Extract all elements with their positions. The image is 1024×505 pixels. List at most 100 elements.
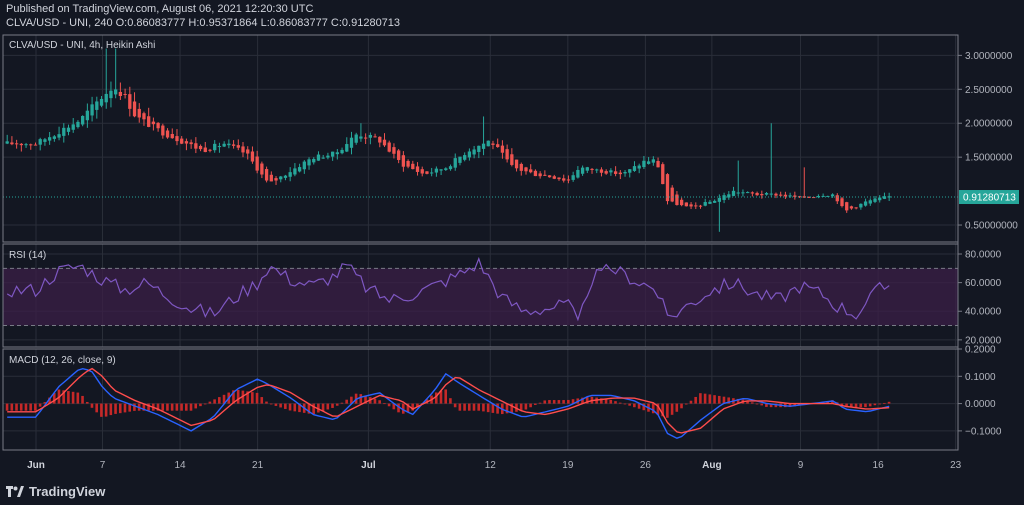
- candle-body: [628, 169, 632, 173]
- macd-hist-bar: [81, 395, 84, 404]
- candle-body: [467, 151, 472, 158]
- candle-body: [519, 163, 523, 171]
- candle-body: [505, 149, 509, 160]
- candle-body: [5, 141, 9, 144]
- tradingview-logo[interactable]: TradingView: [6, 484, 105, 499]
- macd-hist-bar: [251, 392, 254, 404]
- tradingview-logo-icon: [6, 485, 24, 497]
- rsi-title: RSI (14): [9, 250, 46, 261]
- last-price-label: 0.91280713: [963, 193, 1016, 204]
- macd-hist-bar: [255, 392, 259, 404]
- candle-body: [57, 134, 61, 138]
- candle-body: [147, 116, 151, 127]
- macd-hist-bar: [345, 399, 348, 404]
- candle-body: [774, 193, 778, 196]
- x-tick-label: 23: [950, 460, 962, 471]
- candle-body: [227, 143, 231, 146]
- macd-hist-bar: [279, 403, 282, 408]
- candle-body: [764, 193, 769, 195]
- candle-body: [156, 122, 160, 129]
- macd-hist-bar: [788, 403, 792, 408]
- candle-body: [590, 168, 594, 170]
- candle-body: [472, 149, 476, 155]
- x-tick-label: Jun: [27, 460, 45, 471]
- macd-hist-bar: [689, 400, 693, 404]
- macd-hist-bar: [472, 403, 476, 411]
- candle-body: [642, 160, 646, 168]
- candle-body: [453, 158, 457, 168]
- macd-hist-bar: [845, 403, 848, 408]
- macd-hist-bar: [90, 403, 94, 408]
- candle-body: [580, 167, 585, 174]
- candle-body: [279, 176, 283, 180]
- candle-body: [255, 156, 259, 171]
- candle-body: [392, 147, 396, 154]
- price-chart[interactable]: 3.0000000 2.5000000 2.0000000 1.5000000 0.50…: [0, 32, 1024, 478]
- panel-bg-2: [3, 349, 958, 450]
- macd-hist-bar: [392, 403, 396, 410]
- candle-body: [340, 149, 344, 154]
- candle-body: [689, 204, 693, 207]
- macd-hist-bar: [642, 403, 646, 411]
- candle-body: [491, 143, 495, 145]
- candle-body: [307, 159, 311, 166]
- macd-hist-bar: [656, 403, 660, 415]
- rsi-line: [6, 256, 890, 322]
- macd-hist-bar: [557, 400, 561, 404]
- candle-body: [114, 89, 118, 95]
- macd-hist-bar: [166, 403, 169, 411]
- macd-hist-bar: [317, 403, 320, 413]
- candle-body: [47, 137, 52, 141]
- candle-body: [722, 195, 726, 200]
- macd-hist-bar: [571, 399, 575, 404]
- candle-body: [76, 121, 80, 128]
- candle-body: [665, 174, 670, 202]
- macd-hist-bar: [218, 397, 221, 404]
- macd-hist-bar: [628, 403, 631, 406]
- macd-hist-bar: [199, 403, 202, 407]
- candle-body: [321, 157, 325, 159]
- candle-body: [529, 169, 533, 173]
- candle-body: [246, 149, 250, 154]
- candle-body: [434, 168, 439, 173]
- macd-hist-bar: [43, 402, 47, 404]
- macd-hist-bar: [529, 403, 532, 408]
- candle-body: [24, 144, 28, 146]
- macd-hist-bar: [850, 403, 853, 408]
- macd-hist-bar: [260, 397, 264, 404]
- rsi-ytick-label: 40.0000: [965, 307, 1002, 318]
- macd-hist-bar: [887, 401, 891, 404]
- candle-body: [731, 190, 736, 196]
- candle-body: [679, 199, 684, 206]
- macd-hist-bar: [406, 403, 410, 413]
- candle-body: [448, 166, 453, 170]
- rsi-ytick-label: 20.0000: [965, 335, 1002, 346]
- candle-body: [104, 93, 108, 103]
- candle-body: [14, 143, 19, 145]
- candle-body: [19, 143, 23, 146]
- x-tick-label: Jul: [361, 460, 376, 471]
- macd-hist-bar: [581, 397, 584, 404]
- x-tick-label: 12: [485, 460, 497, 471]
- macd-hist-bar: [104, 403, 108, 417]
- macd-hist-bar: [387, 403, 391, 407]
- candle-body: [406, 160, 410, 167]
- macd-hist-bar: [118, 403, 122, 414]
- candle-body: [878, 197, 882, 201]
- candle-body: [618, 172, 622, 175]
- macd-hist-bar: [482, 403, 485, 412]
- macd-hist-bar: [524, 403, 528, 410]
- rsi-band: [3, 268, 958, 326]
- macd-hist-bar: [156, 403, 160, 411]
- candle-body: [85, 110, 90, 121]
- candle-body: [231, 144, 236, 146]
- macd-hist-bar: [449, 398, 452, 404]
- candle-body: [283, 175, 288, 178]
- macd-hist-bar: [241, 390, 245, 404]
- candle-body: [788, 195, 792, 197]
- macd-hist-bar: [453, 403, 457, 408]
- candle-body: [557, 177, 561, 180]
- candle-body: [142, 113, 146, 120]
- macd-hist-bar: [76, 392, 80, 404]
- macd-hist-bar: [67, 391, 70, 404]
